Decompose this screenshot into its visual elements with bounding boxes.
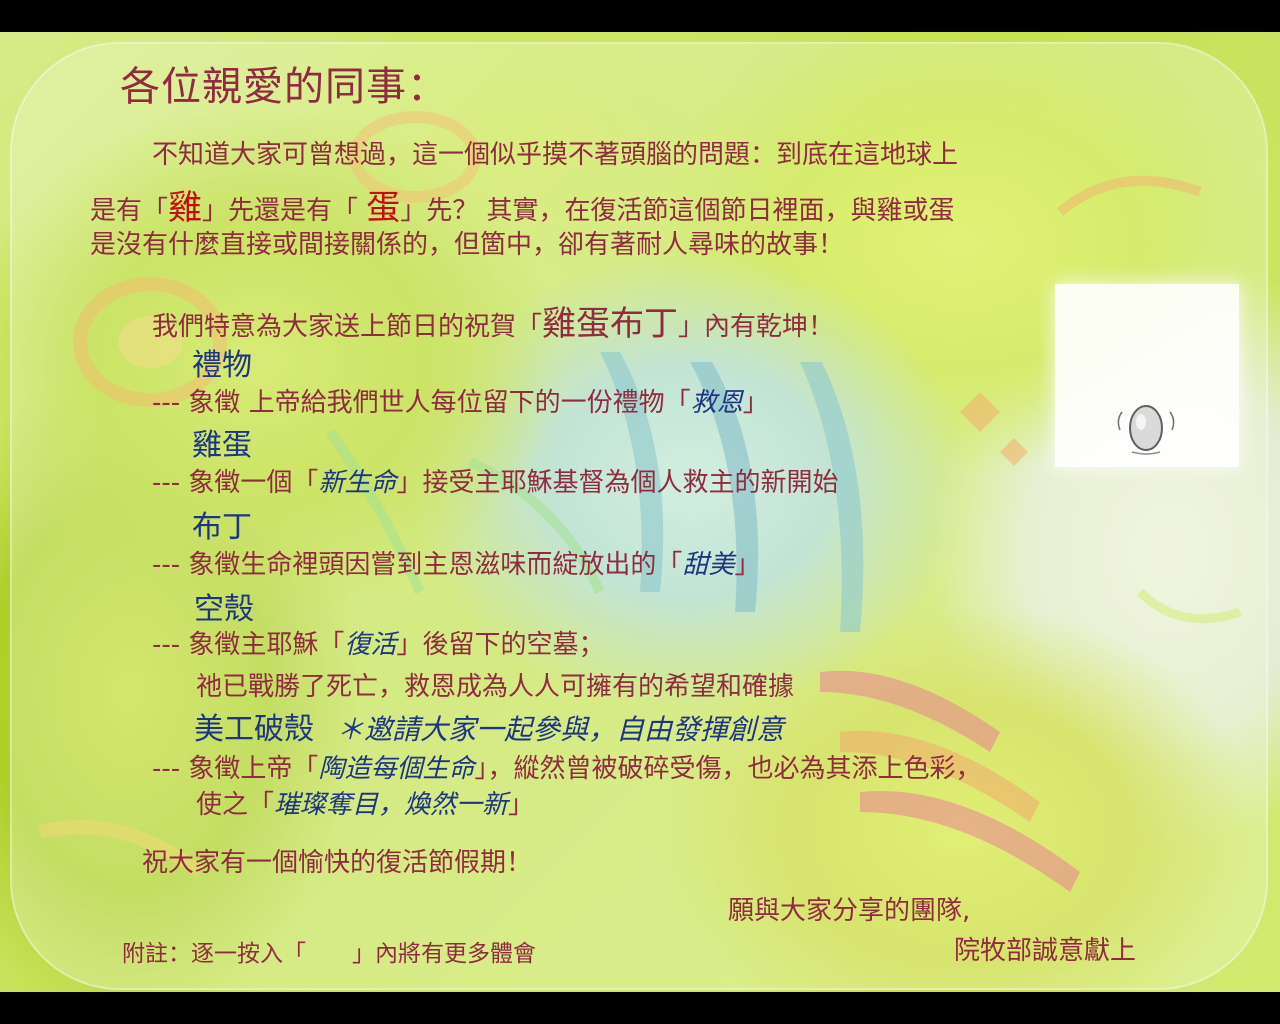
signoff-team: 願與大家分享的團隊,: [728, 896, 971, 926]
gift-line-after: 」內有乾坤！: [678, 312, 835, 342]
gift-line: 我們特意為大家送上節日的祝賀「雞蛋布丁」內有乾坤！: [152, 296, 834, 345]
item-title-craft[interactable]: 美工破殼 ＊邀請大家一起參與，自由發揮創意: [194, 704, 784, 748]
item-line-emphasis: 新生命: [318, 468, 397, 498]
item-line-egg: --- 象徵一個「新生命」接受主耶穌基督為個人救主的新開始: [152, 462, 838, 499]
item-line-craft-1: --- 象徵上帝「陶造每個生命」，縱然曾被破碎受傷，也必為其添上色彩，: [152, 748, 981, 785]
item-line-gift: --- 象徵 上帝給我們世人每位留下的一份禮物「救恩」: [152, 382, 769, 419]
item-title-pudding[interactable]: 布丁: [192, 510, 252, 545]
intro-line-1: 不知道大家可曾想過，這一個似乎摸不著頭腦的問題：到底在這地球上: [152, 140, 959, 170]
item-line-emphasis: 甜美: [682, 550, 735, 580]
craft-invitation: ＊邀請大家一起參與，自由發揮創意: [336, 713, 785, 746]
egg-sketch-icon: [1117, 405, 1175, 455]
greeting-heading: 各位親愛的同事：: [120, 64, 448, 110]
chicken-word: 雞: [168, 188, 203, 228]
item-line-empty-shell-2: 祂已戰勝了死亡，救恩成為人人可擁有的希望和確據: [196, 672, 795, 702]
signoff-department: 院牧部誠意獻上: [954, 936, 1137, 966]
item-line-text: 」後留下的空墓；: [396, 630, 605, 660]
item-line-text: 使之「: [196, 790, 275, 820]
closing-wish: 祝大家有一個愉快的復活節假期！: [142, 848, 533, 878]
item-title-empty-shell[interactable]: 空殼: [194, 592, 254, 627]
item-line-text: 象徵主耶穌「: [188, 630, 345, 660]
slide: 各位親愛的同事： 不知道大家可曾想過，這一個似乎摸不著頭腦的問題：到底在這地球上…: [0, 32, 1280, 992]
item-line-text: 」接受主耶穌基督為個人救主的新開始: [396, 468, 839, 498]
item-title-gift[interactable]: 禮物: [192, 348, 252, 383]
item-line-text: 象徵生命裡頭因嘗到主恩滋味而綻放出的「: [188, 550, 683, 580]
intro-line-2-part-a: 是有「: [90, 196, 169, 226]
item-line-emphasis: 復活: [344, 630, 397, 660]
dash-prefix: ---: [152, 630, 189, 660]
item-line-text: 象徵一個「: [188, 468, 319, 498]
intro-line-2: 是有「雞」先還是有「 蛋」先？ 其實，在復活節這個節日裡面，與雞或蛋: [90, 180, 955, 229]
dash-prefix: ---: [152, 550, 189, 580]
content-panel: [10, 42, 1268, 990]
item-line-text: 」: [734, 550, 761, 580]
intro-line-2-part-c: 」先？ 其實，在復活節這個節日裡面，與雞或蛋: [400, 196, 955, 226]
egg-word: 蛋: [366, 188, 401, 228]
item-line-emphasis: 璀璨奪目，煥然一新: [274, 790, 509, 820]
item-line-text: 象徵 上帝給我們世人每位留下的一份禮物「: [188, 388, 691, 418]
dash-prefix: ---: [152, 754, 189, 784]
intro-line-2-part-b: 」先還是有「: [202, 196, 367, 226]
item-title-craft-text: 美工破殼: [194, 712, 314, 747]
item-line-text: 」，縱然曾被破碎受傷，也必為其添上色彩，: [474, 754, 982, 784]
intro-line-3: 是沒有什麼直接或間接關係的，但箇中，卻有著耐人尋味的故事！: [90, 230, 845, 260]
item-line-pudding: --- 象徵生命裡頭因嘗到主恩滋味而綻放出的「甜美」: [152, 544, 760, 581]
item-line-empty-shell-1: --- 象徵主耶穌「復活」後留下的空墓；: [152, 624, 604, 661]
item-line-emphasis: 救恩: [690, 388, 743, 418]
item-line-text: 」: [508, 790, 535, 820]
item-line-text: 象徵上帝「: [188, 754, 319, 784]
dash-prefix: ---: [152, 468, 189, 498]
item-title-egg[interactable]: 雞蛋: [192, 428, 252, 463]
dash-prefix: ---: [152, 388, 189, 418]
item-line-craft-2: 使之「璀璨奪目，煥然一新」: [196, 784, 534, 821]
item-line-emphasis: 陶造每個生命: [318, 754, 475, 784]
gift-line-highlight: 雞蛋布丁: [542, 304, 679, 344]
gift-line-before: 我們特意為大家送上節日的祝賀「: [152, 312, 543, 342]
footnote: 附註：逐一按入「 」內將有更多體會: [122, 941, 536, 967]
item-line-text: 」: [742, 388, 769, 418]
